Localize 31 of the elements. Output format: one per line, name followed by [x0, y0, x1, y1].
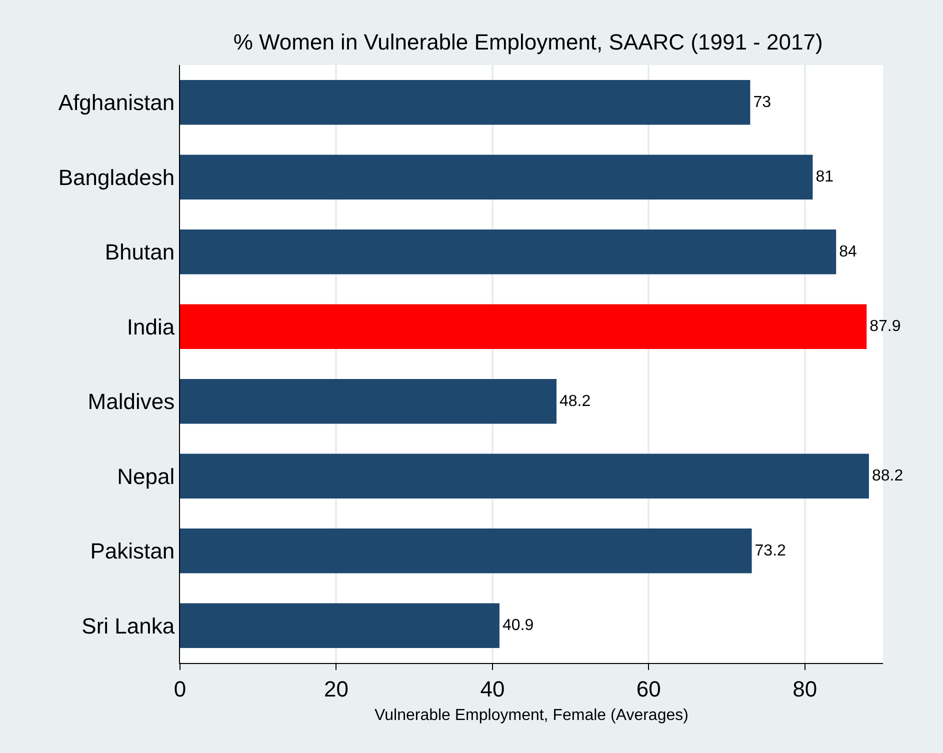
y-tick-label: Bangladesh: [58, 164, 175, 190]
chart-title: % Women in Vulnerable Employment, SAARC (1991 - 2017): [233, 29, 823, 54]
bar: [180, 229, 836, 274]
bar: [180, 304, 867, 350]
data-label: 40.9: [502, 617, 534, 634]
y-tick-label: India: [126, 314, 176, 340]
bar: [180, 454, 869, 499]
bar: [180, 80, 750, 125]
y-tick-label: Pakistan: [90, 538, 175, 564]
data-label: 73: [753, 94, 772, 111]
y-tick-label: Nepal: [117, 464, 175, 489]
data-label: 84: [839, 243, 858, 260]
bar: [180, 528, 752, 574]
data-label: 73.2: [754, 542, 786, 560]
data-label: 81: [816, 168, 834, 186]
data-label: 48.2: [560, 392, 591, 410]
x-tick-label: 60: [636, 676, 661, 702]
bar: [180, 154, 813, 200]
y-tick-label: Bhutan: [104, 240, 175, 265]
data-label: 88.2: [872, 468, 904, 485]
data-label: 87.9: [870, 318, 901, 336]
x-axis-title: Vulnerable Employment, Female (Averages): [374, 707, 688, 724]
x-tick-label: 40: [480, 676, 505, 702]
bar: [180, 378, 556, 424]
y-tick-label: Sri Lanka: [82, 613, 176, 638]
bar: [180, 603, 500, 648]
x-tick-label: 80: [792, 676, 818, 702]
x-tick-label: 0: [174, 676, 186, 702]
x-tick-label: 20: [324, 676, 348, 702]
y-tick-label: Afghanistan: [58, 90, 175, 116]
y-tick-label: Maldives: [88, 389, 175, 414]
